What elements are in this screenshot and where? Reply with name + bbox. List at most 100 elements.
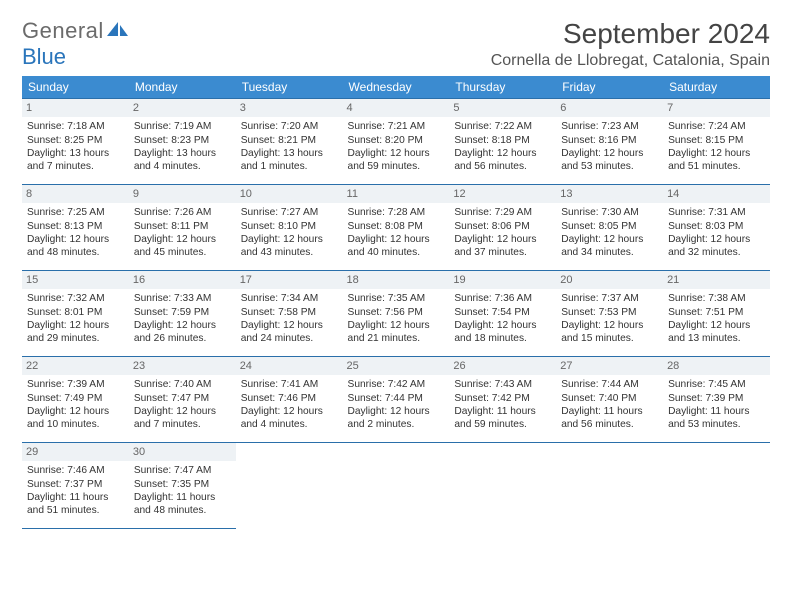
calendar-cell [343,443,450,529]
day-number: 24 [236,357,343,375]
calendar-cell: 3Sunrise: 7:20 AMSunset: 8:21 PMDaylight… [236,99,343,185]
day-number: 1 [22,99,129,117]
day-number: 30 [129,443,236,461]
calendar-cell: 28Sunrise: 7:45 AMSunset: 7:39 PMDayligh… [663,357,770,443]
weekday-header: Tuesday [236,76,343,99]
day-detail-line: Daylight: 12 hours and 59 minutes. [348,147,445,174]
calendar-row: 1Sunrise: 7:18 AMSunset: 8:25 PMDaylight… [22,99,770,185]
day-detail-line: Sunrise: 7:42 AM [348,378,445,391]
day-detail-line: Sunset: 8:25 PM [27,134,124,147]
month-title: September 2024 [491,18,770,50]
calendar-cell: 11Sunrise: 7:28 AMSunset: 8:08 PMDayligh… [343,185,450,271]
calendar-cell: 30Sunrise: 7:47 AMSunset: 7:35 PMDayligh… [129,443,236,529]
day-detail-line: Daylight: 12 hours and 7 minutes. [134,405,231,432]
calendar-cell [556,443,663,529]
day-detail-line: Sunset: 8:13 PM [27,220,124,233]
calendar-cell: 9Sunrise: 7:26 AMSunset: 8:11 PMDaylight… [129,185,236,271]
day-number: 21 [663,271,770,289]
day-detail-line: Daylight: 12 hours and 48 minutes. [27,233,124,260]
calendar-cell: 25Sunrise: 7:42 AMSunset: 7:44 PMDayligh… [343,357,450,443]
day-number: 9 [129,185,236,203]
brand-text-1: General [22,18,104,43]
day-detail-line: Sunrise: 7:23 AM [561,120,658,133]
day-detail-line: Daylight: 12 hours and 21 minutes. [348,319,445,346]
calendar-cell: 12Sunrise: 7:29 AMSunset: 8:06 PMDayligh… [449,185,556,271]
day-detail-line: Sunrise: 7:28 AM [348,206,445,219]
day-detail-line: Daylight: 12 hours and 51 minutes. [668,147,765,174]
calendar-cell: 7 Sunrise: 7:24 AMSunset: 8:15 PMDaylight… [663,99,770,185]
day-detail-line: Sunset: 8:15 PM [668,134,765,147]
day-detail-line: Daylight: 12 hours and 18 minutes. [454,319,551,346]
day-detail-line: Sunset: 7:40 PM [561,392,658,405]
day-detail-line: Sunrise: 7:21 AM [348,120,445,133]
calendar-cell: 17Sunrise: 7:34 AMSunset: 7:58 PMDayligh… [236,271,343,357]
calendar-cell [663,443,770,529]
day-number: 15 [22,271,129,289]
day-detail-line: Sunrise: 7:24 AM [668,120,765,133]
day-detail-line: Sunrise: 7:40 AM [134,378,231,391]
day-detail-line: Sunrise: 7:44 AM [561,378,658,391]
day-detail-line: Sunset: 7:39 PM [668,392,765,405]
day-number: 19 [449,271,556,289]
day-detail-line: Sunrise: 7:32 AM [27,292,124,305]
title-block: September 2024 Cornella de Llobregat, Ca… [491,18,770,70]
calendar-cell: 20Sunrise: 7:37 AMSunset: 7:53 PMDayligh… [556,271,663,357]
calendar-cell: 15Sunrise: 7:32 AMSunset: 8:01 PMDayligh… [22,271,129,357]
day-detail-line: Daylight: 12 hours and 26 minutes. [134,319,231,346]
day-detail-line: Sunrise: 7:33 AM [134,292,231,305]
day-detail-line: Sunrise: 7:45 AM [668,378,765,391]
day-number: 14 [663,185,770,203]
calendar-cell: 23Sunrise: 7:40 AMSunset: 7:47 PMDayligh… [129,357,236,443]
calendar-cell: 14 Sunrise: 7:31 AMSunset: 8:03 PMDayligh… [663,185,770,271]
day-number: 7 [663,99,770,117]
day-detail-line: Sunset: 7:58 PM [241,306,338,319]
day-detail-line: Sunset: 7:51 PM [668,306,765,319]
day-number: 26 [449,357,556,375]
day-detail-line: Sunrise: 7:27 AM [241,206,338,219]
day-detail-line: Daylight: 12 hours and 37 minutes. [454,233,551,260]
day-detail-line: Sunrise: 7:19 AM [134,120,231,133]
day-detail-line: Sunset: 7:42 PM [454,392,551,405]
day-detail-line: Daylight: 11 hours and 48 minutes. [134,491,231,518]
calendar-cell: 1Sunrise: 7:18 AMSunset: 8:25 PMDaylight… [22,99,129,185]
day-detail-line: Daylight: 12 hours and 43 minutes. [241,233,338,260]
day-detail-line: Daylight: 12 hours and 10 minutes. [27,405,124,432]
day-detail-line: Sunrise: 7:22 AM [454,120,551,133]
day-number: 22 [22,357,129,375]
calendar-cell: 19Sunrise: 7:36 AMSunset: 7:54 PMDayligh… [449,271,556,357]
calendar-cell: 18Sunrise: 7:35 AMSunset: 7:56 PMDayligh… [343,271,450,357]
day-detail-line: Sunrise: 7:35 AM [348,292,445,305]
calendar-cell: 24Sunrise: 7:41 AMSunset: 7:46 PMDayligh… [236,357,343,443]
day-number: 17 [236,271,343,289]
day-detail-line: Sunrise: 7:31 AM [668,206,765,219]
day-number: 12 [449,185,556,203]
weekday-header-row: SundayMondayTuesdayWednesdayThursdayFrid… [22,76,770,99]
day-detail-line: Sunset: 8:03 PM [668,220,765,233]
day-number: 27 [556,357,663,375]
calendar-cell: 27Sunrise: 7:44 AMSunset: 7:40 PMDayligh… [556,357,663,443]
weekday-header: Thursday [449,76,556,99]
day-detail-line: Sunset: 8:06 PM [454,220,551,233]
day-number: 10 [236,185,343,203]
calendar-cell: 16Sunrise: 7:33 AMSunset: 7:59 PMDayligh… [129,271,236,357]
day-detail-line: Daylight: 12 hours and 45 minutes. [134,233,231,260]
calendar-cell: 21Sunrise: 7:38 AMSunset: 7:51 PMDayligh… [663,271,770,357]
day-detail-line: Sunrise: 7:20 AM [241,120,338,133]
weekday-header: Friday [556,76,663,99]
day-detail-line: Sunset: 8:21 PM [241,134,338,147]
day-detail-line: Daylight: 12 hours and 4 minutes. [241,405,338,432]
day-detail-line: Daylight: 12 hours and 40 minutes. [348,233,445,260]
day-number: 4 [343,99,450,117]
day-detail-line: Daylight: 12 hours and 15 minutes. [561,319,658,346]
day-detail-line: Sunset: 8:20 PM [348,134,445,147]
calendar-row: 29Sunrise: 7:46 AMSunset: 7:37 PMDayligh… [22,443,770,529]
day-detail-line: Sunset: 7:44 PM [348,392,445,405]
calendar-row: 22Sunrise: 7:39 AMSunset: 7:49 PMDayligh… [22,357,770,443]
day-number: 18 [343,271,450,289]
day-detail-line: Daylight: 12 hours and 32 minutes. [668,233,765,260]
day-detail-line: Daylight: 11 hours and 51 minutes. [27,491,124,518]
brand-text-2: Blue [22,44,66,69]
day-number: 5 [449,99,556,117]
day-detail-line: Sunrise: 7:41 AM [241,378,338,391]
calendar-row: 8Sunrise: 7:25 AMSunset: 8:13 PMDaylight… [22,185,770,271]
